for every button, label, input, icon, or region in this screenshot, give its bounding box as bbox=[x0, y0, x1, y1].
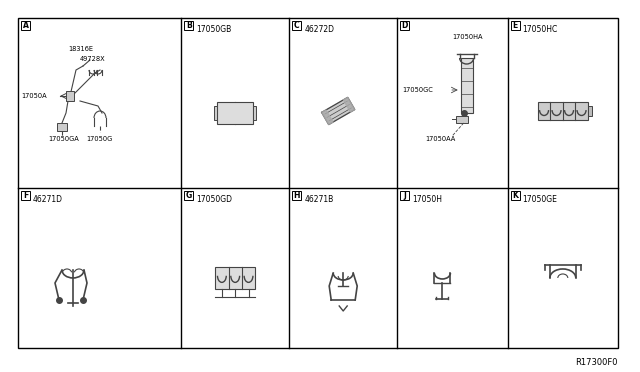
Text: J: J bbox=[403, 191, 406, 200]
Text: 17050GB: 17050GB bbox=[196, 25, 232, 34]
Text: B: B bbox=[186, 21, 191, 30]
Bar bbox=[511, 191, 520, 200]
Bar bbox=[253, 106, 256, 119]
Text: E: E bbox=[513, 21, 518, 30]
Text: 17050GA: 17050GA bbox=[48, 136, 79, 142]
Text: K: K bbox=[512, 191, 518, 200]
Bar bbox=[21, 191, 30, 200]
Text: 18316E: 18316E bbox=[68, 46, 93, 52]
Bar bbox=[18, 18, 618, 348]
Text: 49728X: 49728X bbox=[80, 56, 106, 62]
Bar bbox=[214, 106, 217, 119]
Polygon shape bbox=[322, 110, 333, 125]
Text: 17050A: 17050A bbox=[21, 93, 47, 99]
Bar bbox=[538, 102, 588, 120]
Text: G: G bbox=[186, 191, 192, 200]
Text: 17050GC: 17050GC bbox=[402, 87, 433, 93]
Text: A: A bbox=[22, 21, 28, 30]
Text: 17050GD: 17050GD bbox=[196, 195, 232, 204]
Text: 17050G: 17050G bbox=[86, 136, 112, 142]
Text: 17050HA: 17050HA bbox=[452, 34, 483, 40]
Bar bbox=[66, 91, 74, 101]
Bar bbox=[292, 191, 301, 200]
Bar bbox=[461, 58, 473, 113]
Text: D: D bbox=[401, 21, 408, 30]
Text: 17050AA: 17050AA bbox=[425, 136, 456, 142]
Text: 17050H: 17050H bbox=[412, 195, 442, 204]
Bar bbox=[511, 21, 520, 30]
Bar bbox=[217, 102, 253, 124]
Text: R17300F0: R17300F0 bbox=[575, 358, 618, 367]
Bar bbox=[292, 21, 301, 30]
Bar bbox=[57, 123, 67, 131]
Bar bbox=[215, 267, 255, 289]
Bar bbox=[184, 21, 193, 30]
Bar bbox=[400, 191, 409, 200]
Text: F: F bbox=[23, 191, 28, 200]
Bar bbox=[21, 21, 30, 30]
Bar bbox=[456, 116, 468, 123]
Polygon shape bbox=[322, 97, 355, 125]
Text: 46271B: 46271B bbox=[304, 195, 333, 204]
Text: 46272D: 46272D bbox=[304, 25, 334, 34]
Bar bbox=[400, 21, 409, 30]
Text: H: H bbox=[294, 191, 300, 200]
Polygon shape bbox=[344, 97, 355, 112]
Bar bbox=[588, 106, 592, 116]
Text: C: C bbox=[294, 21, 300, 30]
Text: 17050GE: 17050GE bbox=[523, 195, 557, 204]
Text: 17050HC: 17050HC bbox=[523, 25, 558, 34]
Bar bbox=[184, 191, 193, 200]
Text: 46271D: 46271D bbox=[33, 195, 63, 204]
